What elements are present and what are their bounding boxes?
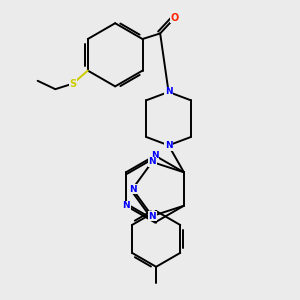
Text: N: N: [165, 141, 172, 150]
Text: N: N: [151, 151, 159, 160]
Text: N: N: [165, 87, 172, 96]
Text: N: N: [148, 212, 156, 220]
Text: N: N: [122, 201, 130, 210]
Text: N: N: [148, 158, 156, 166]
Text: O: O: [171, 13, 179, 22]
Text: N: N: [129, 184, 136, 194]
Text: S: S: [69, 79, 76, 88]
